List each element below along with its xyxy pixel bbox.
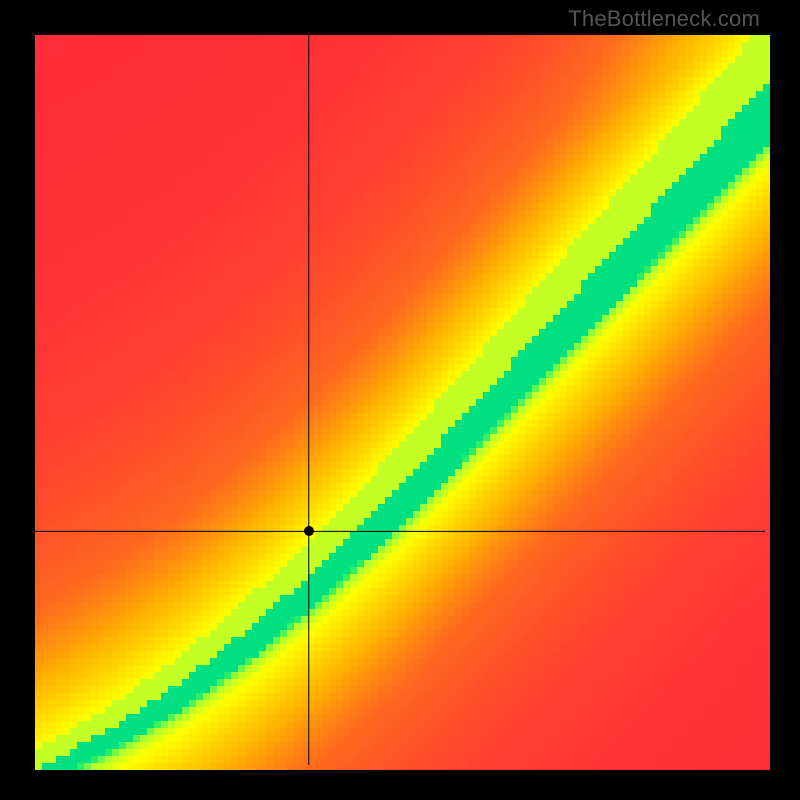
bottleneck-heatmap bbox=[35, 35, 770, 770]
watermark-text: TheBottleneck.com bbox=[568, 6, 760, 32]
chart-container: TheBottleneck.com bbox=[0, 0, 800, 800]
crosshair-marker bbox=[304, 526, 314, 536]
